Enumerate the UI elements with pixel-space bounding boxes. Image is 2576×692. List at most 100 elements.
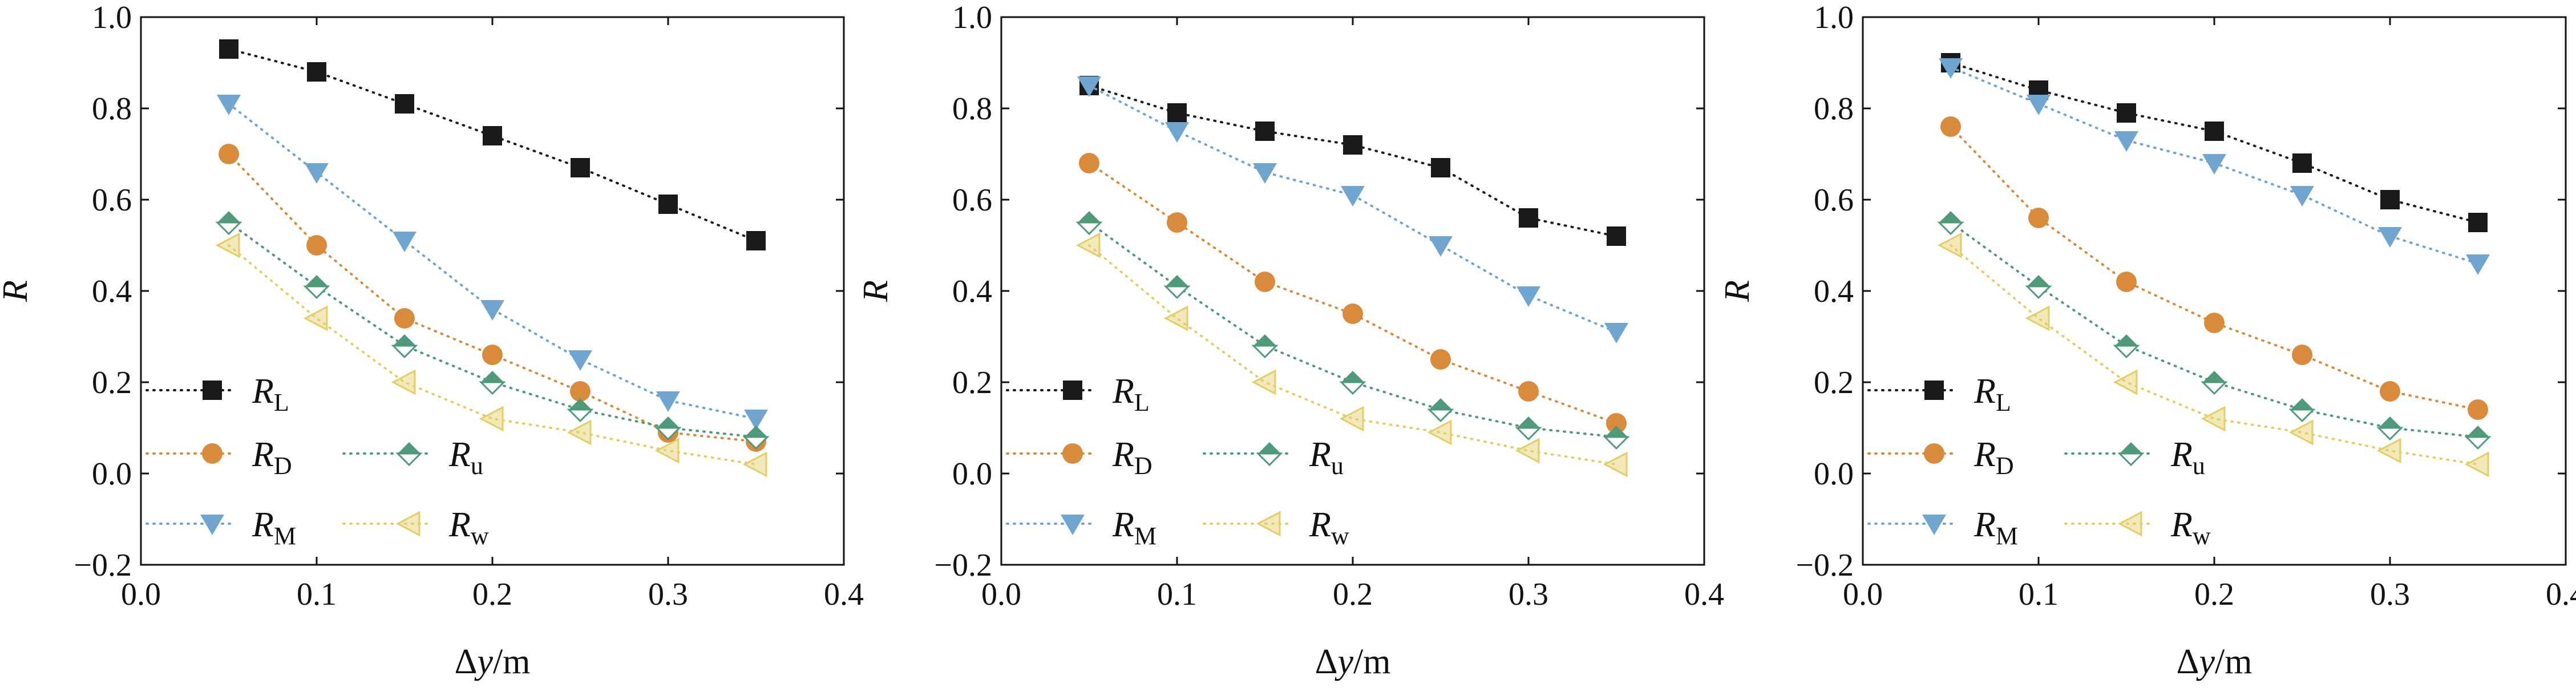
y-tick-label: 0.2 (952, 365, 992, 400)
legend-entry-R_u: Ru (1203, 435, 1344, 480)
data-point (1341, 186, 1365, 207)
data-point (1075, 232, 1101, 258)
data-point (742, 451, 767, 477)
data-point (1343, 135, 1362, 155)
chart-panel-3: −0.20.00.20.40.60.81.00.00.10.20.30.4Δy/… (1718, 0, 2576, 681)
y-tick-label: 0.2 (1814, 365, 1854, 400)
legend-marker (395, 511, 420, 537)
legend-marker (2117, 511, 2142, 537)
data-point (479, 406, 504, 432)
data-point (742, 426, 770, 450)
data-point (570, 381, 591, 402)
legend-marker (1256, 442, 1283, 467)
y-tick-label: 0.4 (92, 274, 132, 309)
legend-label: Ru (448, 435, 483, 480)
legend-entry-R_D: RD (1006, 435, 1152, 480)
y-tick-label: 1.0 (952, 0, 992, 35)
legend-entry-R_u: Ru (342, 435, 483, 480)
y-tick-label: 0.8 (952, 91, 992, 127)
legend: RL RD RM Ru Rw (1867, 372, 2211, 550)
data-point (2376, 416, 2404, 441)
x-tick-label: 0.3 (1509, 577, 1548, 612)
data-point (746, 231, 766, 250)
legend-label: Rw (448, 505, 489, 550)
series-R_u (215, 211, 770, 450)
x-tick-label: 0.1 (2019, 577, 2059, 612)
legend-marker (395, 442, 423, 467)
data-point (2113, 334, 2140, 359)
legend-entry-R_L: RL (1006, 372, 1150, 416)
y-tick-label: 0.0 (952, 456, 992, 492)
data-point (1429, 236, 1453, 257)
series-R_L (1941, 53, 2488, 232)
x-tick-label: 0.4 (2546, 577, 2576, 612)
data-point (1163, 275, 1191, 300)
x-tick-label: 0.2 (2194, 577, 2234, 612)
data-point (2292, 153, 2312, 173)
data-point (2025, 305, 2050, 331)
data-point (393, 232, 416, 252)
legend-entry-R_M: RM (1867, 505, 2018, 550)
data-point (1604, 323, 1628, 343)
x-tick-label: 0.3 (648, 577, 688, 612)
data-point (1940, 116, 1961, 137)
data-point (1603, 451, 1628, 477)
y-tick-label: 0.2 (92, 365, 132, 400)
data-point (1079, 153, 1099, 173)
y-tick-label: 0.8 (1814, 91, 1854, 127)
y-tick-label: 1.0 (92, 0, 132, 35)
data-point (2202, 154, 2226, 175)
legend-marker (1061, 515, 1085, 535)
legend-marker (1924, 381, 1944, 400)
data-point (1603, 426, 1630, 450)
data-point (1342, 303, 1363, 324)
legend-entry-R_D: RD (145, 435, 292, 480)
data-point (2025, 275, 2052, 300)
data-point (482, 345, 503, 365)
legend-entry-R_D: RD (1867, 435, 2014, 480)
data-point (1251, 369, 1276, 395)
data-point (2376, 438, 2401, 464)
x-tick-label: 0.4 (1684, 577, 1724, 612)
legend-label: RD (252, 435, 292, 480)
legend-marker (1922, 515, 1946, 535)
x-tick-label: 0.2 (472, 577, 512, 612)
series-R_u (1075, 211, 1630, 450)
legend-entry-R_L: RL (145, 372, 289, 416)
series-R_w (1075, 232, 1628, 477)
x-tick-label: 0.0 (121, 577, 161, 612)
series-R_M (1077, 76, 1628, 343)
data-point (1937, 211, 1964, 236)
data-point (656, 391, 680, 412)
data-point (2027, 95, 2051, 115)
data-point (1255, 122, 1275, 141)
x-tick-label: 0.1 (297, 577, 337, 612)
legend-marker (1063, 381, 1082, 400)
data-point (567, 419, 592, 446)
data-point (2205, 122, 2224, 141)
legend-entry-R_w: Rw (342, 505, 489, 550)
legend-marker (1924, 443, 1944, 464)
legend-marker (202, 443, 223, 464)
series-R_L (1079, 76, 1626, 246)
plot-frame (140, 16, 845, 566)
series-line (1088, 221, 1617, 438)
data-point (395, 94, 414, 114)
legend-marker (1256, 511, 1281, 537)
legend-entry-R_L: RL (1867, 372, 2011, 416)
y-tick-label: −0.2 (1795, 548, 1854, 583)
data-point (1515, 438, 1540, 464)
data-point (2468, 213, 2488, 232)
data-point (1937, 232, 1962, 258)
legend-label: RL (252, 372, 289, 416)
data-point (480, 300, 504, 321)
plot-frame (1862, 16, 2567, 566)
data-point (219, 144, 239, 164)
x-tick-label: 0.4 (824, 577, 864, 612)
data-point (2116, 272, 2137, 292)
x-axis-label: Δy/m (2177, 642, 2253, 681)
data-point (215, 211, 242, 236)
legend-label: RM (1974, 505, 2018, 550)
data-point (305, 163, 329, 184)
